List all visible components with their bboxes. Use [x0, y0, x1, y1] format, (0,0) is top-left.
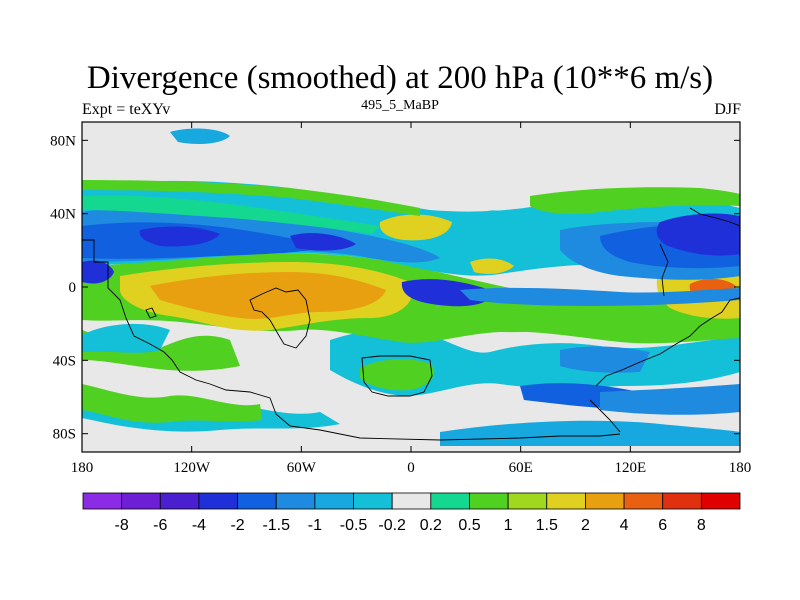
contour-fill	[440, 304, 560, 333]
contour-fill	[360, 359, 435, 391]
colorbar-swatch	[198, 492, 238, 510]
colorbar-label: -1	[308, 517, 322, 534]
contour-fill	[379, 214, 452, 241]
season-label: DJF	[714, 101, 741, 118]
coastline-west-small	[145, 307, 157, 319]
contour-fill	[460, 287, 740, 306]
colorbar-swatch	[237, 492, 277, 510]
colorbar-label: 0.5	[458, 517, 480, 534]
coastlines	[82, 207, 740, 441]
coastline-africa	[361, 355, 433, 397]
y-tick-label: 0	[69, 280, 77, 296]
colorbar-label: -6	[153, 517, 167, 534]
contour-fill	[82, 324, 170, 353]
colorbar-swatch	[82, 492, 123, 510]
contour-fill	[82, 180, 420, 216]
contour-fill	[560, 346, 650, 373]
colorbar-label: -0.2	[378, 517, 406, 534]
y-tick-label: 80N	[50, 133, 76, 149]
colorbar-label: -4	[192, 517, 206, 534]
contour-fill	[290, 233, 356, 251]
x-tick-label: 120W	[173, 460, 211, 476]
colorbar-swatch	[430, 492, 470, 510]
colorbar-swatch	[391, 492, 432, 510]
coastline-antarctic-rim	[589, 399, 621, 433]
colorbar-swatch	[546, 492, 586, 510]
contour-fill	[656, 213, 740, 256]
contour-fill	[139, 226, 220, 247]
y-tick-label: 80S	[53, 427, 76, 443]
y-tick-label: 40N	[50, 207, 76, 223]
contour-fill	[530, 187, 740, 214]
colorbar: -8 -6 -4 -2 -1.5 -1 -0.5 -0.2 0.2 0.5 1 1.5 2 4 6 8	[82, 492, 741, 534]
map-area	[82, 122, 740, 452]
colorbar-label: -0.5	[340, 517, 368, 534]
contour-fill	[470, 258, 514, 274]
x-tick-label: 180	[71, 460, 94, 476]
x-axis: 180 120W 60W 0 60E 120E 180	[71, 122, 752, 476]
coastline-east-2	[659, 243, 669, 297]
x-tick-label: 120E	[614, 460, 646, 476]
colorbar-swatch	[275, 492, 316, 510]
colorbar-label: 8	[697, 517, 706, 534]
contour-fill	[480, 210, 508, 221]
contour-fill	[170, 128, 230, 144]
coastline-east	[689, 207, 740, 227]
x-tick-label: 0	[407, 460, 415, 476]
coastline-southeast	[595, 297, 740, 387]
colorbar-swatch	[353, 492, 393, 510]
contour-fill	[82, 195, 380, 234]
x-tick-label: 60E	[509, 460, 533, 476]
x-tick-label: 180	[729, 460, 752, 476]
colorbar-swatch	[314, 492, 354, 510]
coastline-south-america	[249, 287, 311, 349]
y-axis: 80N 40N 0 40S 80S	[50, 133, 740, 443]
colorbar-label: -8	[115, 517, 129, 534]
colorbar-swatch	[623, 492, 664, 510]
contour-fill	[600, 384, 740, 415]
colorbar-label: 1.5	[536, 517, 558, 534]
contour-fill	[82, 384, 262, 423]
colorbar-label: 6	[658, 517, 667, 534]
colorbar-swatch	[700, 492, 741, 510]
contour-fill	[150, 272, 386, 319]
colorbar-label: 4	[620, 517, 629, 534]
experiment-label: Expt = teXYv	[82, 101, 171, 118]
coastline-americas	[82, 239, 621, 441]
colorbar-swatch	[121, 492, 161, 510]
x-tick-label: 60W	[287, 460, 317, 476]
y-tick-label: 40S	[53, 353, 76, 369]
colorbar-swatch	[507, 492, 548, 510]
colorbar-swatch	[662, 492, 702, 510]
colorbar-label: 2	[581, 517, 590, 534]
contour-fill	[440, 420, 740, 446]
colorbar-label: 0.2	[420, 517, 442, 534]
run-label: 495_5_MaBP	[361, 98, 439, 113]
contour-fill	[82, 260, 114, 284]
colorbar-label: -2	[230, 517, 244, 534]
contour-fill	[330, 329, 740, 396]
colorbar-label: -1.5	[262, 517, 290, 534]
colorbar-label: 1	[504, 517, 513, 534]
colorbar-swatch	[585, 492, 625, 510]
colorbar-swatch	[159, 492, 200, 510]
colorbar-swatch	[469, 492, 509, 510]
chart-title: Divergence (smoothed) at 200 hPa (10**6 …	[86, 60, 714, 96]
